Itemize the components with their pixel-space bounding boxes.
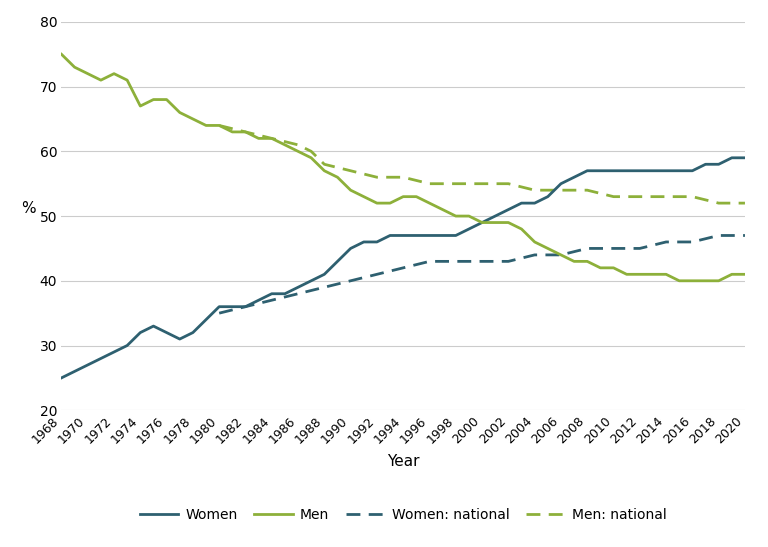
X-axis label: Year: Year (387, 455, 419, 469)
Y-axis label: %: % (22, 201, 36, 216)
Legend: Women, Men, Women: national, Men: national: Women, Men, Women: national, Men: nation… (134, 503, 673, 528)
